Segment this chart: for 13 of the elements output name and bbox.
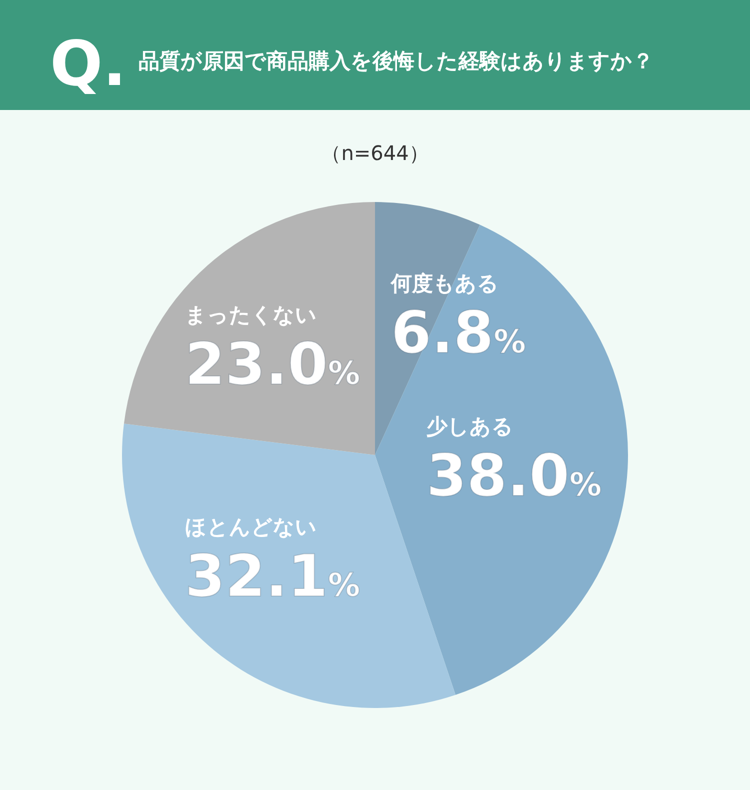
data-label: 23.0% <box>184 330 360 398</box>
data-label: 32.1% <box>184 542 360 610</box>
slice-label: ほとんどない <box>184 515 317 540</box>
pie-slice <box>375 224 628 695</box>
slice-label: 少しある <box>426 414 514 439</box>
text: Q. <box>50 27 126 100</box>
data-label: 38.0% <box>426 442 602 510</box>
chart-subtitle: （n=644） <box>321 141 429 165</box>
chart-title: 品質が原因で商品購入を後悔した経験はありますか？ <box>138 49 654 73</box>
data-label: 6.8% <box>391 298 526 367</box>
pie-slice <box>124 202 375 455</box>
slice-label: まったくない <box>184 303 317 328</box>
slice-label: 何度もある <box>390 272 499 296</box>
